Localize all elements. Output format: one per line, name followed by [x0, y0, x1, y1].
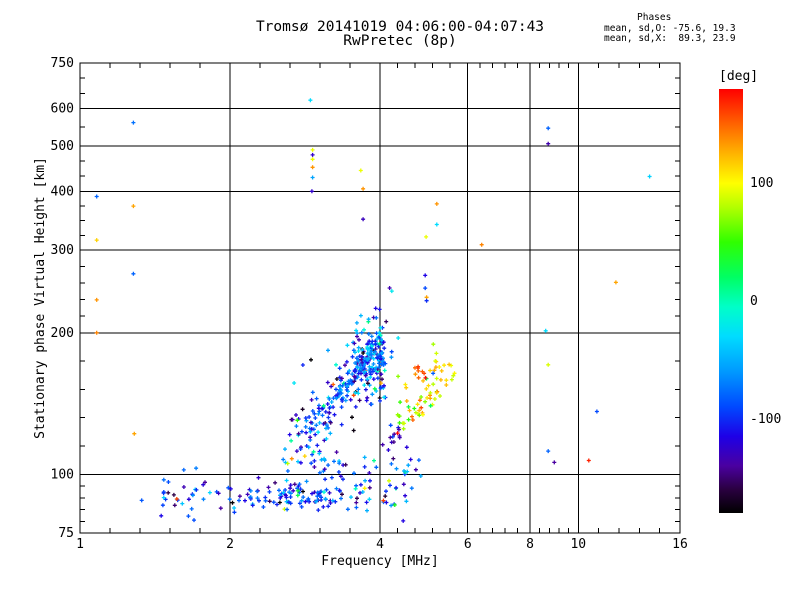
svg-text:2: 2	[226, 537, 234, 552]
svg-text:75: 75	[58, 526, 74, 541]
tick-labels: 1 2 4 6 8 10 16 750 600 500 400 300 200 100 75	[51, 56, 688, 552]
chart-subtitle: RwPretec (8p)	[343, 33, 457, 49]
plot-area	[79, 62, 681, 534]
gridlines	[80, 63, 680, 533]
svg-text:400: 400	[51, 184, 74, 199]
svg-text:300: 300	[51, 243, 74, 258]
svg-text:-100: -100	[750, 412, 781, 427]
svg-text:4: 4	[376, 537, 384, 552]
svg-text:6: 6	[464, 537, 472, 552]
svg-text:600: 600	[51, 102, 74, 117]
svg-text:500: 500	[51, 139, 74, 154]
colorbar-label: [deg]	[719, 69, 758, 84]
stats-line-o: mean, sd,O: -75.6, 19.3	[604, 23, 736, 34]
svg-text:8: 8	[526, 537, 534, 552]
scatter-points	[94, 98, 652, 523]
stats-header: Phases	[637, 12, 671, 23]
svg-text:750: 750	[51, 56, 74, 71]
svg-text:200: 200	[51, 326, 74, 341]
svg-text:100: 100	[750, 176, 773, 191]
colorbar-tick-labels: 100 0 -100	[750, 176, 781, 427]
x-axis-label: Frequency [MHz]	[321, 554, 438, 569]
svg-text:100: 100	[51, 467, 74, 482]
stats-line-x: mean, sd,X: 89.3, 23.9	[604, 33, 736, 44]
colorbar	[719, 89, 743, 513]
chart-title: Tromsø 20141019 04:06:00-04:07:43	[256, 19, 544, 35]
y-axis-label: Stationary phase Virtual Height [km]	[33, 157, 48, 439]
svg-text:0: 0	[750, 294, 758, 309]
svg-text:16: 16	[672, 537, 688, 552]
svg-text:1: 1	[76, 537, 84, 552]
svg-text:10: 10	[570, 537, 586, 552]
